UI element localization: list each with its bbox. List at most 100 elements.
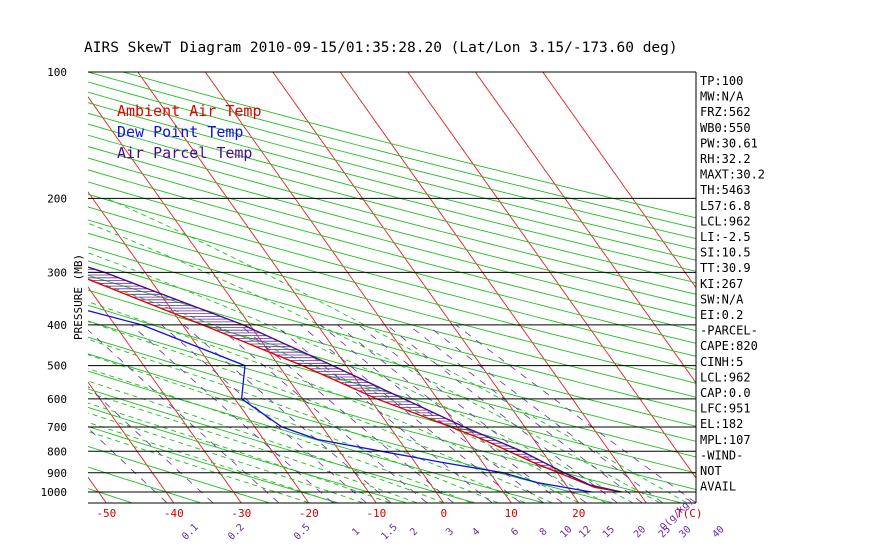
mixing-ratio-line bbox=[386, 324, 618, 503]
stat-label: PW:30.61 bbox=[700, 136, 758, 150]
mixing-ratio-label: 1 bbox=[350, 526, 362, 538]
stat-label: LCL:962 bbox=[700, 370, 751, 384]
mixing-ratio-label: 30 bbox=[677, 524, 693, 540]
dry-adiabat-line bbox=[88, 193, 696, 357]
mixing-ratio-line bbox=[455, 324, 696, 503]
mixing-ratio-label: 8 bbox=[538, 526, 550, 538]
pressure-tick-label: 600 bbox=[47, 393, 67, 406]
bottom-temp-tick-label: -50 bbox=[96, 507, 116, 520]
stat-label: NOT bbox=[700, 464, 722, 478]
stat-label: L57:6.8 bbox=[700, 199, 751, 213]
mixing-ratio-label: 4 bbox=[471, 526, 483, 538]
mixing-ratio-label: 15 bbox=[601, 524, 617, 540]
mixing-ratio-label: 20 bbox=[632, 524, 648, 540]
stat-label: TP:100 bbox=[700, 74, 743, 88]
legend-entry: Ambient Air Temp bbox=[117, 102, 262, 120]
bottom-temp-tick-label: 0 bbox=[440, 507, 447, 520]
isotherm-line bbox=[272, 72, 580, 503]
isotherm-line bbox=[339, 72, 647, 503]
mixing-ratio-line bbox=[239, 324, 454, 503]
dry-adiabat-line bbox=[88, 206, 696, 371]
mixing-ratio-line bbox=[88, 427, 167, 503]
stat-label: RH:32.2 bbox=[700, 152, 751, 166]
bottom-temp-tick-label: -30 bbox=[231, 507, 251, 520]
moist-adiabat-line bbox=[88, 412, 363, 503]
dry-adiabat-line bbox=[88, 157, 696, 319]
stat-label: MAXT:30.2 bbox=[700, 168, 765, 182]
moist-adiabat-line bbox=[88, 368, 471, 503]
isotherm-line bbox=[88, 96, 377, 503]
stat-label: CINH:5 bbox=[700, 355, 743, 369]
mixing-ratio-label: 2 bbox=[408, 526, 420, 538]
legend-entry: Air Parcel Temp bbox=[117, 144, 252, 162]
moist-adiabat-line bbox=[88, 278, 606, 503]
mixing-ratio-line bbox=[300, 324, 521, 503]
pressure-tick-label: 300 bbox=[47, 266, 67, 279]
isotherm-line bbox=[137, 72, 445, 503]
y-axis-label: PRESSURE (MB) bbox=[72, 254, 85, 340]
bottom-temp-tick-label: -10 bbox=[366, 507, 386, 520]
dry-adiabat-line bbox=[88, 112, 696, 272]
stat-label: -PARCEL- bbox=[700, 324, 758, 338]
stat-label: LI:-2.5 bbox=[700, 230, 751, 244]
pressure-tick-label: 500 bbox=[47, 360, 67, 373]
mixing-ratio-label: 40 bbox=[710, 524, 726, 540]
series-line-ambient-temp bbox=[88, 278, 622, 493]
stat-label: SI:10.5 bbox=[700, 246, 751, 260]
dry-adiabat-line bbox=[88, 102, 696, 261]
moist-adiabat-line bbox=[88, 380, 444, 503]
pressure-tick-label: 700 bbox=[47, 421, 67, 434]
stat-label: -WIND- bbox=[700, 448, 743, 462]
moist-adiabat-line bbox=[88, 391, 417, 503]
moist-adiabat-line bbox=[88, 222, 660, 503]
stat-label: LFC:951 bbox=[700, 402, 751, 416]
moist-adiabat-line bbox=[88, 321, 552, 503]
mixing-ratio-line bbox=[320, 324, 544, 503]
isotherm-line bbox=[88, 381, 175, 503]
mixing-ratio-label: 6 bbox=[509, 526, 521, 538]
mixing-ratio-line bbox=[408, 324, 643, 503]
dry-adiabat-line bbox=[88, 123, 696, 284]
isotherm-line bbox=[407, 72, 696, 479]
bottom-temp-tick-label: -40 bbox=[164, 507, 184, 520]
moist-adiabat-line bbox=[106, 197, 687, 503]
stat-label: AVAIL bbox=[700, 480, 736, 494]
pressure-tick-label: 800 bbox=[47, 445, 67, 458]
dry-adiabat-line bbox=[88, 91, 696, 250]
pressure-tick-label: 200 bbox=[47, 192, 67, 205]
isotherm-line bbox=[474, 72, 696, 384]
dry-adiabat-line bbox=[88, 304, 696, 474]
dry-adiabat-line bbox=[88, 232, 696, 398]
mixing-ratio-line bbox=[88, 386, 213, 503]
stat-label: MPL:107 bbox=[700, 433, 751, 447]
pressure-tick-label: 400 bbox=[47, 319, 67, 332]
mixing-ratio-label: 0.1 bbox=[180, 522, 201, 543]
pressure-tick-label: 1000 bbox=[41, 486, 68, 499]
stat-label: EL:182 bbox=[700, 417, 743, 431]
mixing-ratio-line bbox=[88, 329, 279, 503]
dry-adiabat-line bbox=[88, 146, 696, 307]
mixing-ratio-label: 0.2 bbox=[226, 522, 247, 543]
dry-adiabat-line bbox=[88, 274, 696, 442]
stat-label: CAPE:820 bbox=[700, 339, 758, 353]
pressure-tick-label: 100 bbox=[47, 66, 67, 79]
bottom-temp-tick-label: -20 bbox=[299, 507, 319, 520]
stat-label: KI:267 bbox=[700, 277, 743, 291]
dry-adiabat-line bbox=[88, 246, 696, 412]
stat-label: FRZ:562 bbox=[700, 105, 751, 119]
mixing-ratio-line bbox=[183, 324, 391, 503]
dry-adiabat-line bbox=[88, 219, 696, 384]
moist-adiabat-line bbox=[88, 421, 336, 503]
bottom-temp-tick-label: 20 bbox=[572, 507, 585, 520]
pressure-tick-label: 900 bbox=[47, 467, 67, 480]
mixing-ratio-line bbox=[161, 324, 367, 503]
mixing-ratio-label: 10 bbox=[558, 524, 574, 540]
moist-adiabat-line bbox=[88, 402, 390, 503]
mixing-ratio-line bbox=[131, 324, 333, 503]
mixing-ratio-label: 3 bbox=[444, 526, 456, 538]
dry-adiabat-line bbox=[88, 134, 696, 295]
dry-adiabat-line bbox=[88, 169, 696, 332]
isotherm-line bbox=[88, 286, 242, 503]
legend-entry: Dew Point Temp bbox=[117, 123, 243, 141]
